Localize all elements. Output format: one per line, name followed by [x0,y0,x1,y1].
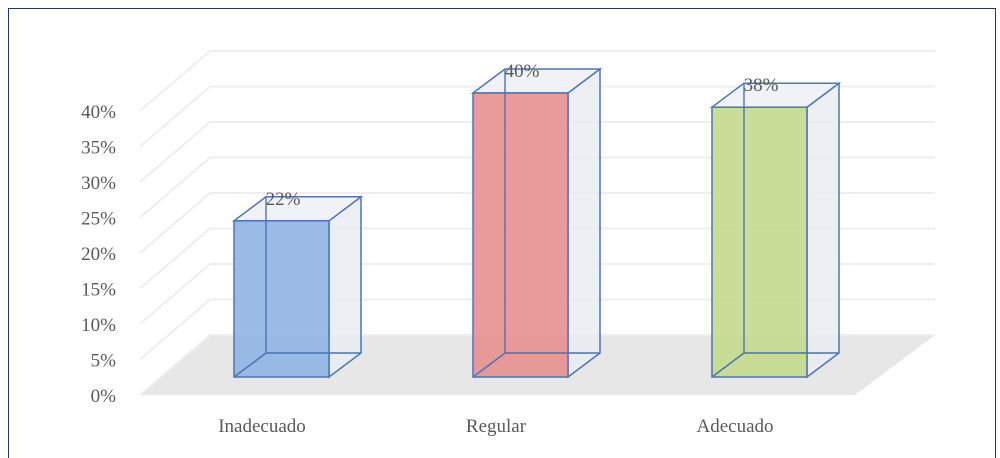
y-axis: 0% 5% 10% 15% 20% 25% 30% 35% 40% [81,102,116,407]
bar-side-face [806,81,840,379]
bar-regular: 40% [470,61,603,379]
x-category-label: Regular [466,416,527,437]
y-tick-label: 5% [91,351,117,372]
bar-inner-edge [233,352,361,378]
gridlines [139,50,935,396]
bars: 22% 40% 38% [231,61,842,379]
y-tick-label: 0% [91,386,117,407]
y-tick-label: 40% [81,102,116,123]
data-label: 40% [505,61,540,82]
bar-side-face [567,67,601,379]
y-tick-label: 30% [81,173,116,194]
bar-side-face [328,195,362,379]
bar-inner-edge [472,352,600,378]
y-tick-label: 10% [81,315,116,336]
gridline [139,298,935,361]
gridline [139,50,935,112]
bar-front-face [233,220,330,378]
bar-front-face [472,92,569,378]
data-label: 38% [744,75,779,96]
x-axis: Inadecuado Regular Adecuado [218,416,773,437]
gridline [139,192,935,254]
gridline [139,227,935,290]
bar-inadecuado: 22% [231,189,364,379]
x-category-label: Adecuado [696,416,773,437]
y-tick-label: 20% [81,244,116,265]
gridline [139,263,935,325]
gridline [139,334,935,396]
bar-adecuado: 38% [709,75,842,379]
bar-front-face [711,106,808,378]
gridline [139,156,935,219]
x-category-label: Inadecuado [218,416,306,437]
gridline [139,85,935,148]
y-tick-label: 15% [81,280,116,301]
y-tick-label: 35% [81,138,116,159]
bar-inner-edge [711,352,839,378]
y-tick-label: 25% [81,209,116,230]
gridline [139,121,935,183]
data-label: 22% [266,189,301,210]
